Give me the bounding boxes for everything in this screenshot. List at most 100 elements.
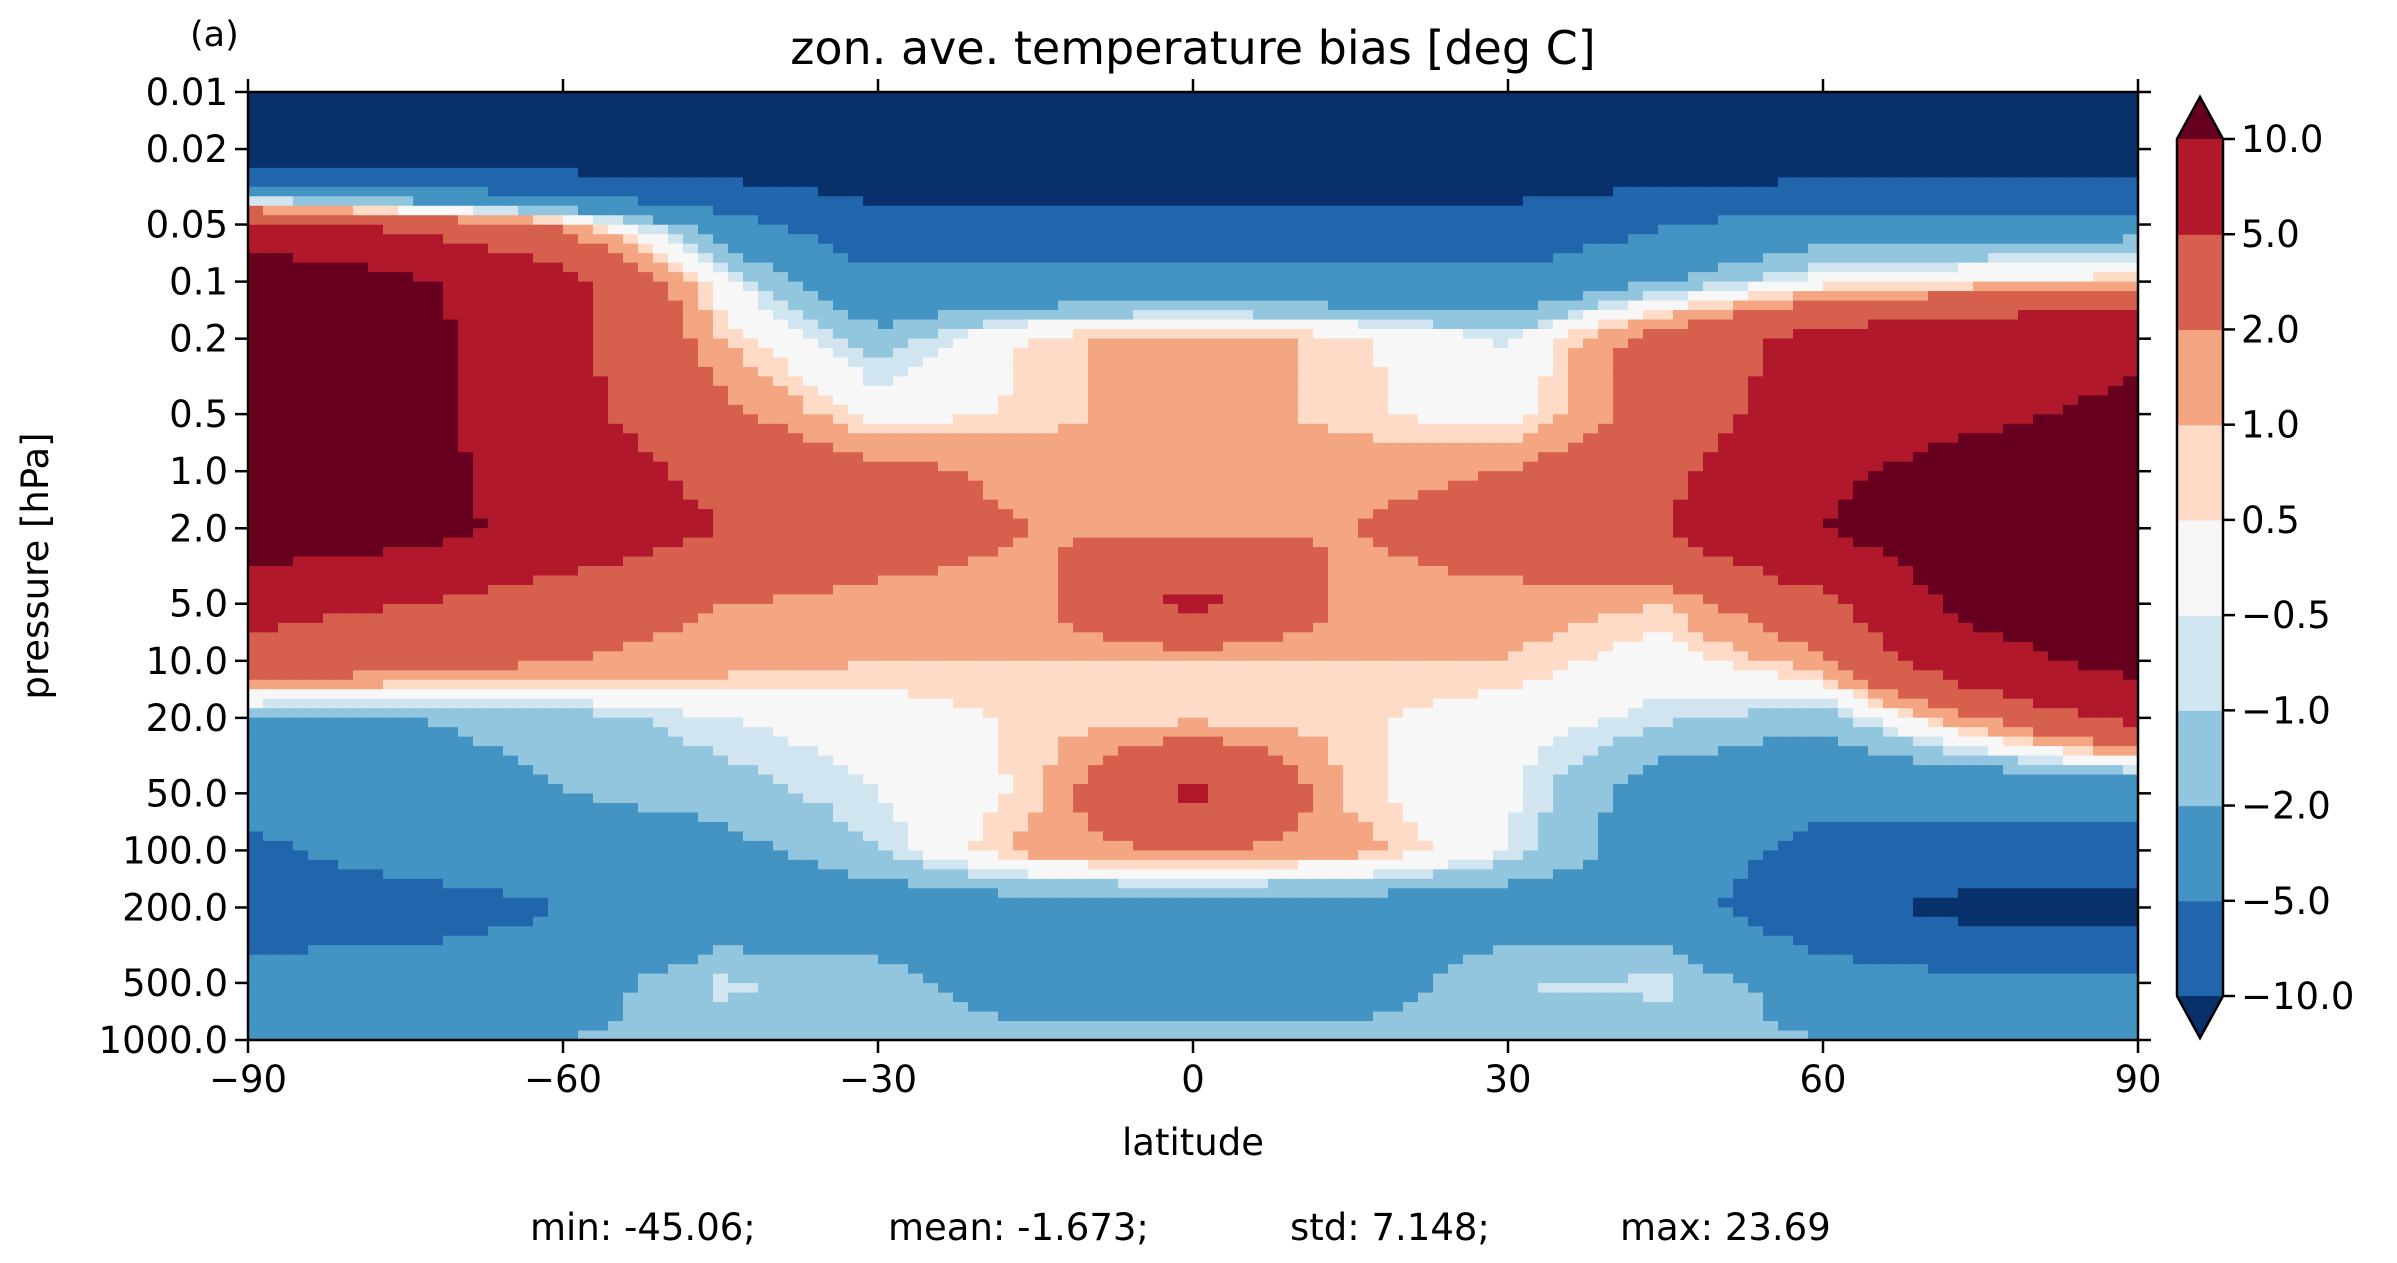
contour-cell [713, 253, 729, 264]
contour-cell [1868, 442, 1884, 453]
contour-cell [1493, 234, 1509, 245]
contour-cell [1178, 92, 1194, 103]
contour-cell [1898, 92, 1914, 103]
contour-cell [578, 461, 594, 472]
contour-cell [1508, 234, 1524, 245]
contour-cell [653, 281, 669, 292]
contour-cell [293, 196, 309, 207]
contour-cell [1178, 148, 1194, 160]
contour-cell [1223, 129, 1239, 141]
contour-cell [1133, 215, 1149, 226]
contour-cell [1808, 385, 1824, 397]
contour-cell [2003, 385, 2019, 397]
contour-cell [1103, 423, 1119, 434]
contour-cell [848, 452, 864, 463]
contour-cell [1523, 101, 1539, 112]
contour-cell [1643, 167, 1659, 179]
contour-cell [473, 442, 489, 453]
contour-cell [848, 243, 864, 254]
contour-cell [803, 196, 819, 207]
contour-cell [1058, 366, 1074, 378]
contour-cell [1193, 92, 1209, 103]
contour-cell [1958, 224, 1974, 235]
contour-cell [1568, 158, 1584, 169]
contour-cell [608, 329, 624, 340]
contour-cell [248, 414, 264, 425]
contour-cell [1673, 186, 1689, 197]
contour-cell [803, 281, 819, 292]
contour-cell [1373, 224, 1389, 235]
contour-cell [1043, 215, 1059, 226]
contour-cell [1673, 215, 1689, 226]
contour-cell [1313, 442, 1329, 453]
contour-cell [308, 129, 324, 141]
contour-cell [683, 215, 699, 226]
contour-cell [1973, 177, 1989, 188]
contour-cell [818, 110, 834, 122]
contour-cell [1913, 300, 1929, 311]
contour-cell [1493, 452, 1509, 463]
contour-cell [1958, 262, 1974, 273]
contour-cell [818, 338, 834, 349]
contour-cell [653, 319, 669, 330]
contour-cell [1688, 338, 1704, 349]
contour-cell [1583, 452, 1599, 463]
contour-cell [563, 404, 579, 416]
contour-cell [248, 110, 264, 122]
contour-cell [443, 205, 459, 216]
contour-cell [1913, 452, 1929, 463]
contour-cell [758, 186, 774, 197]
contour-cell [1733, 262, 1749, 273]
contour-cell [1043, 243, 1059, 254]
contour-cell [443, 139, 459, 150]
contour-cell [248, 139, 264, 150]
contour-cell [1343, 129, 1359, 141]
contour-cell [1808, 110, 1824, 122]
contour-cell [1958, 281, 1974, 292]
contour-cell [1778, 234, 1794, 245]
contour-cell [1418, 243, 1434, 254]
contour-cell [248, 92, 264, 103]
contour-cell [398, 310, 414, 321]
contour-cell [1643, 215, 1659, 226]
contour-cell [1598, 177, 1614, 188]
contour-cell [1853, 329, 1869, 340]
contour-cell [2123, 310, 2138, 321]
contour-cell [1343, 148, 1359, 160]
contour-cell [728, 310, 744, 321]
contour-cell [1673, 205, 1689, 216]
contour-cell [1403, 366, 1419, 378]
contour-cell [1823, 300, 1839, 311]
contour-cell [1238, 461, 1254, 472]
contour-cell [518, 92, 534, 103]
contour-cell [1883, 196, 1899, 207]
contour-cell [2078, 433, 2094, 444]
contour-cell [593, 101, 609, 112]
contour-cell [383, 433, 399, 444]
contour-cell [1283, 329, 1299, 340]
contour-cell [1133, 395, 1149, 406]
contour-cell [1868, 272, 1884, 283]
contour-cell [908, 452, 924, 463]
contour-cell [1418, 186, 1434, 197]
contour-cell [1418, 423, 1434, 434]
contour-cell [938, 234, 954, 245]
contour-cell [1538, 300, 1554, 311]
contour-cell [368, 148, 384, 160]
contour-cell [1268, 253, 1284, 264]
contour-cell [1223, 442, 1239, 453]
contour-cell [638, 452, 654, 463]
contour-cell [1703, 120, 1719, 131]
contour-cell [398, 243, 414, 254]
contour-cell [1898, 414, 1914, 425]
contour-cell [1118, 234, 1134, 245]
contour-cell [998, 281, 1014, 292]
contour-cell [443, 376, 459, 387]
contour-cell [2063, 205, 2079, 216]
contour-cell [353, 310, 369, 321]
contour-cell [1553, 414, 1569, 425]
contour-cell [1748, 414, 1764, 425]
contour-cell [1043, 423, 1059, 434]
contour-cell [548, 452, 564, 463]
contour-cell [2108, 452, 2124, 463]
